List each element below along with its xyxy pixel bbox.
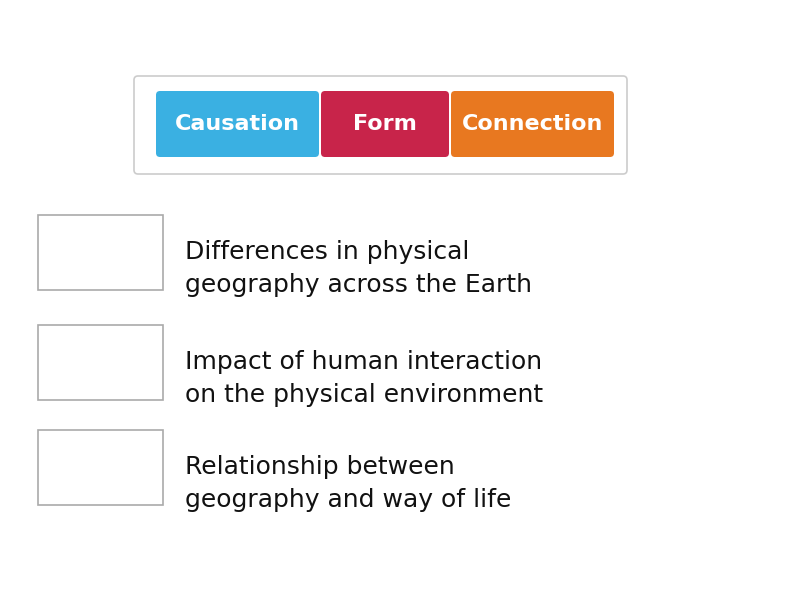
FancyBboxPatch shape [38, 430, 163, 505]
FancyBboxPatch shape [134, 76, 627, 174]
FancyBboxPatch shape [451, 91, 614, 157]
Text: Causation: Causation [175, 114, 300, 134]
Text: Form: Form [353, 114, 417, 134]
Text: Connection: Connection [462, 114, 603, 134]
Text: Relationship between
geography and way of life: Relationship between geography and way o… [185, 455, 511, 512]
FancyBboxPatch shape [321, 91, 449, 157]
FancyBboxPatch shape [156, 91, 319, 157]
FancyBboxPatch shape [38, 325, 163, 400]
FancyBboxPatch shape [38, 215, 163, 290]
Text: Impact of human interaction
on the physical environment: Impact of human interaction on the physi… [185, 350, 543, 407]
Text: Differences in physical
geography across the Earth: Differences in physical geography across… [185, 240, 532, 296]
